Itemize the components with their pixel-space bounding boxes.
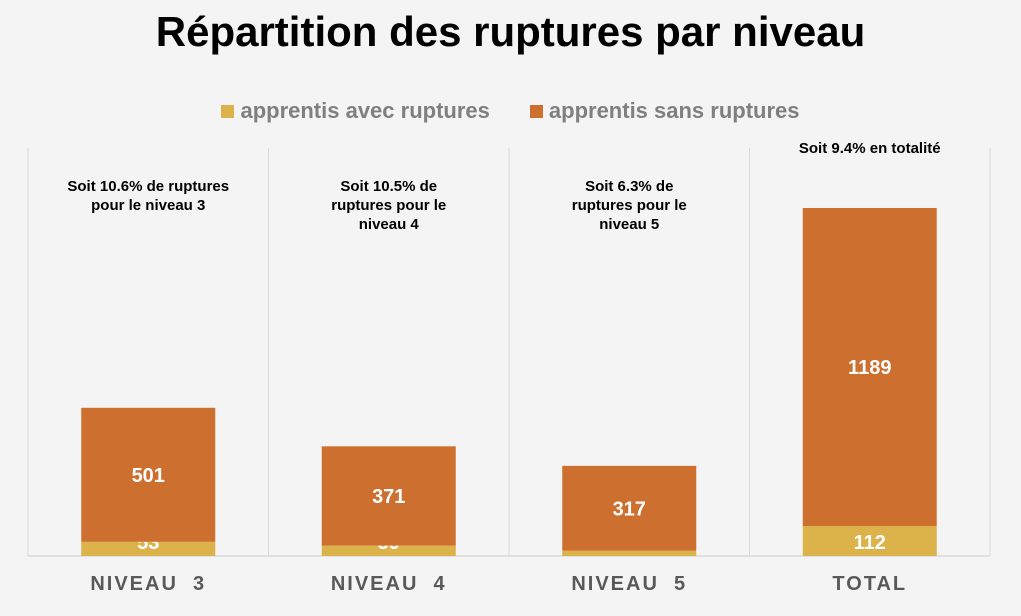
bar-avec-1 xyxy=(321,545,456,556)
bar-sans-0 xyxy=(81,407,216,542)
annotation-text: Soit 10.6% de ruptures xyxy=(67,178,229,195)
data-label: 112 xyxy=(854,532,886,554)
legend-label-sans: apprentis sans ruptures xyxy=(548,98,800,123)
data-label: 317 xyxy=(613,498,646,520)
category-label: TOTAL xyxy=(832,573,907,595)
annotation-text: Soit 6.3% de xyxy=(585,178,673,195)
bar-avec-0 xyxy=(81,541,216,556)
data-label: 501 xyxy=(132,465,165,487)
data-label: 371 xyxy=(372,486,405,508)
legend-item-avec: apprentis avec ruptures xyxy=(221,98,490,124)
annotation-text: ruptures pour le xyxy=(572,197,687,214)
bar-sans-1 xyxy=(321,446,456,546)
data-label: 1189 xyxy=(848,357,891,379)
category-label: NIVEAU 5 xyxy=(571,573,687,595)
annotation-text: niveau 5 xyxy=(599,216,659,233)
legend-swatch-sans xyxy=(529,104,543,118)
legend-swatch-avec xyxy=(221,104,235,118)
legend: apprentis avec ruptures apprentis sans r… xyxy=(0,98,1021,124)
category-label: NIVEAU 3 xyxy=(90,573,206,595)
bar-sans-2 xyxy=(562,465,697,551)
annotation-text: Soit 9.4% en totalité xyxy=(799,140,941,157)
annotation-text: niveau 4 xyxy=(359,216,420,233)
legend-item-sans: apprentis sans ruptures xyxy=(529,98,800,124)
chart-title: Répartition des ruptures par niveau xyxy=(155,8,866,55)
bar-avec-2 xyxy=(562,550,697,556)
annotation-text: ruptures pour le xyxy=(331,197,446,214)
legend-label-avec: apprentis avec ruptures xyxy=(240,98,490,123)
bar-avec-3 xyxy=(802,526,937,556)
bar-sans-3 xyxy=(802,207,937,527)
category-label: NIVEAU 4 xyxy=(331,573,447,595)
annotation-text: pour le niveau 3 xyxy=(91,197,205,214)
annotation-text: Soit 10.5% de xyxy=(340,178,437,195)
